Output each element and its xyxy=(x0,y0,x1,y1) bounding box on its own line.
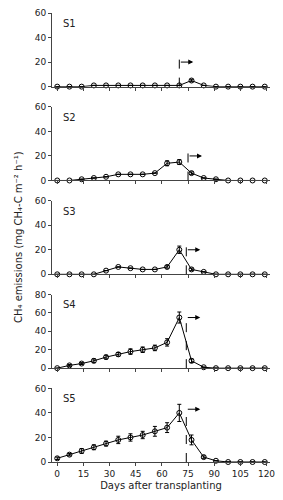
svg-text:60: 60 xyxy=(35,196,47,206)
svg-text:0: 0 xyxy=(40,363,46,373)
svg-text:40: 40 xyxy=(35,326,47,336)
svg-text:0: 0 xyxy=(40,82,46,92)
svg-text:CH₄ emissions (mg CH₄-C m⁻² h⁻: CH₄ emissions (mg CH₄-C m⁻² h⁻¹) xyxy=(13,151,24,323)
svg-text:Days after transplanting: Days after transplanting xyxy=(100,480,222,491)
svg-text:S5: S5 xyxy=(63,393,76,404)
svg-text:40: 40 xyxy=(35,127,47,137)
svg-text:20: 20 xyxy=(35,245,47,255)
svg-text:40: 40 xyxy=(35,408,47,418)
svg-text:120: 120 xyxy=(258,469,275,479)
svg-text:80: 80 xyxy=(35,290,47,300)
svg-text:0: 0 xyxy=(40,269,46,279)
svg-text:0: 0 xyxy=(40,457,46,467)
svg-text:75: 75 xyxy=(182,469,193,479)
svg-text:S1: S1 xyxy=(63,18,76,29)
svg-text:S2: S2 xyxy=(63,112,76,123)
svg-text:60: 60 xyxy=(35,308,47,318)
svg-text:60: 60 xyxy=(35,102,47,112)
svg-text:105: 105 xyxy=(232,469,249,479)
svg-text:S3: S3 xyxy=(63,206,76,217)
svg-text:20: 20 xyxy=(35,151,47,161)
svg-text:0: 0 xyxy=(40,176,46,186)
svg-text:0: 0 xyxy=(54,469,60,479)
svg-text:60: 60 xyxy=(35,384,47,394)
svg-text:20: 20 xyxy=(35,345,47,355)
svg-text:60: 60 xyxy=(156,469,168,479)
svg-text:45: 45 xyxy=(130,469,141,479)
svg-text:90: 90 xyxy=(208,469,220,479)
svg-text:15: 15 xyxy=(78,469,89,479)
svg-text:S4: S4 xyxy=(63,299,76,310)
svg-text:40: 40 xyxy=(35,33,47,43)
svg-text:60: 60 xyxy=(35,8,47,18)
svg-text:20: 20 xyxy=(35,433,47,443)
svg-text:40: 40 xyxy=(35,220,47,230)
svg-text:20: 20 xyxy=(35,57,47,67)
svg-text:30: 30 xyxy=(104,469,116,479)
